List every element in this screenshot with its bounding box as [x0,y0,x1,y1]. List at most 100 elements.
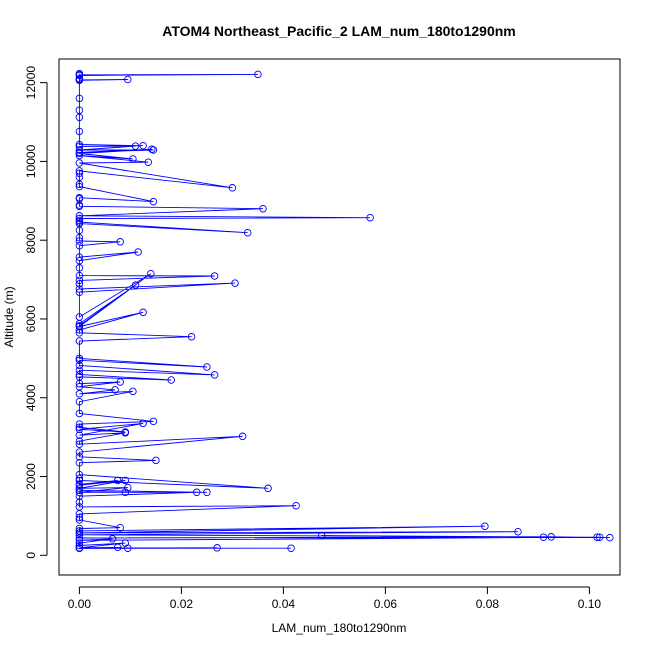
data-point [75,237,84,245]
data-point [75,544,84,553]
data-point [75,151,84,160]
data-point [287,544,295,552]
data-point [149,146,158,154]
data-point [108,535,117,543]
data-point [75,356,84,365]
data-point [75,94,84,103]
data-point [124,544,132,552]
data-point [317,531,326,540]
chart-title: ATOM4 Northeast_Pacific_2 LAM_num_180to1… [162,23,516,39]
data-point [75,510,84,518]
data-point [75,431,84,439]
data-point [75,541,84,550]
x-tick-label: 0.10 [578,597,602,611]
data-point [75,169,84,177]
data-point [116,238,124,246]
series-group [75,69,614,553]
data-point [75,488,84,497]
data-point [75,481,84,489]
y-tick-label: 4000 [24,384,38,411]
data-point [75,159,84,167]
data-point [121,429,130,437]
data-point [238,432,247,441]
data-point [75,527,84,535]
y-tick-label: 6000 [24,305,38,332]
data-point [111,386,119,394]
data-point [75,423,84,432]
x-tick-label: 0.04 [272,597,296,611]
data-point [121,488,130,497]
y-axis-label: Altitude (m) [2,286,16,347]
data-point [121,476,130,485]
data-point [75,390,84,398]
data-point [75,409,84,418]
data-point [75,484,84,493]
data-point [75,458,84,467]
data-point [144,158,153,166]
data-point [75,370,84,379]
data-point [75,453,84,461]
x-tick-label: 0.00 [68,597,92,611]
data-point [75,536,84,545]
y-tick-label: 8000 [24,227,38,254]
data-point [75,420,84,428]
data-point [75,180,84,189]
data-point [75,234,84,242]
data-point [75,271,84,280]
data-point [75,470,84,479]
data-point [75,498,84,506]
data-point [243,228,252,237]
data-point [75,516,84,524]
data-point [75,76,84,85]
y-tick-label: 2000 [24,463,38,490]
data-point [139,308,147,317]
data-point [264,484,272,493]
data-point [75,142,84,151]
data-point [75,492,84,500]
data-point [124,483,132,492]
data-point [539,533,548,541]
data-point [75,106,84,114]
data-point [75,539,84,547]
data-point [203,488,211,497]
data-point [75,127,84,136]
data-point [75,513,84,522]
data-point [75,326,84,334]
data-point [547,533,555,541]
y-axis: 0 2000 4000 6000 8000 10000 12000 [24,66,48,559]
data-point [213,544,221,552]
data-point [131,142,140,150]
data-point [75,71,84,80]
data-point [75,214,84,223]
y-tick-label: 0 [24,552,38,559]
data-point [254,70,262,79]
data-point [147,269,155,278]
data-point [75,173,84,181]
data-point [593,533,601,541]
data-point [75,256,84,265]
data-point [139,419,147,428]
data-point [148,145,156,153]
data-point [124,75,132,84]
data-point [203,363,211,371]
data-point [75,440,84,448]
data-point [75,202,84,211]
data-point [210,371,219,379]
data-point [75,382,84,391]
data-point [139,141,147,150]
data-point [366,213,374,222]
data-point [75,531,84,539]
data-point [131,281,140,289]
data-point [75,437,84,445]
x-axis-label: LAM_num_180to1290nm [272,621,407,635]
data-point [75,486,84,495]
data-point [149,197,158,206]
data-point [75,140,84,149]
data-point [75,448,84,456]
data-point [75,379,84,388]
data-point [75,226,84,235]
y-tick-label: 10000 [24,144,38,178]
data-point [129,387,137,396]
x-tick-label: 0.08 [476,597,500,611]
plot-frame [58,58,621,576]
